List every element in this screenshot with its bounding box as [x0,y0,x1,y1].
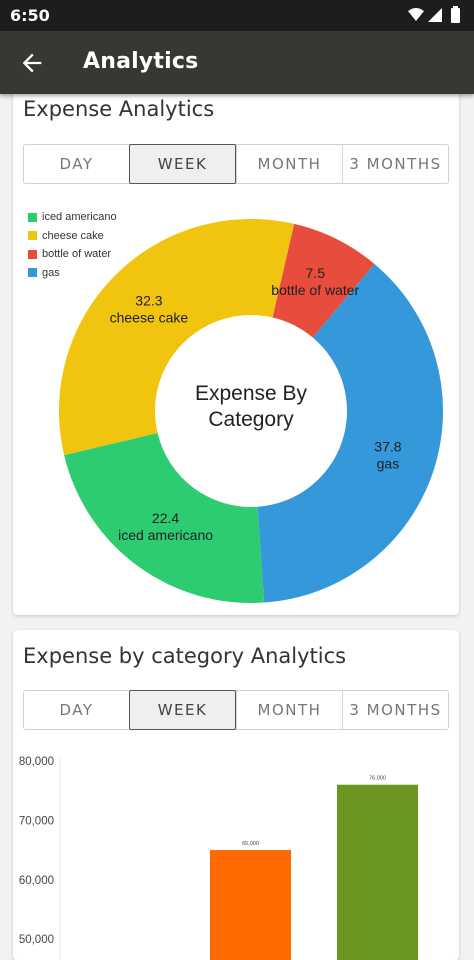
tab-3-months[interactable]: 3 MONTHS [342,145,448,183]
tab-day[interactable]: DAY [24,145,129,183]
slice-category-label: bottle of water [271,282,359,298]
bar[interactable] [337,785,418,960]
battery-icon [451,8,460,23]
app-bar: Analytics [0,31,474,94]
tab-3-months[interactable]: 3 MONTHS [342,691,448,729]
category-analytics-title: Expense by category Analytics [23,644,346,668]
slice-value-label: 37.8 [374,439,401,455]
slice-category-label: gas [377,456,400,472]
page-title: Analytics [83,49,198,74]
tab-month[interactable]: MONTH [236,145,342,183]
period-selector: DAY WEEK MONTH 3 MONTHS [23,144,449,184]
y-tick-label: 60,000 [19,875,54,887]
category-period-selector: DAY WEEK MONTH 3 MONTHS [23,690,449,730]
slice-category-label: iced americano [118,527,213,543]
category-analytics-card: Expense by category Analytics DAY WEEK M… [13,630,459,960]
bar[interactable] [210,850,291,960]
center-label-line1: Expense By [195,382,308,405]
status-icons [406,6,466,26]
bar-value-label: 65,000 [242,841,259,847]
center-label-line2: Category [208,408,294,431]
tab-day[interactable]: DAY [24,691,129,729]
slice-category-label: cheese cake [110,309,189,325]
status-bar: 6:50 [0,0,474,31]
y-tick-label: 50,000 [19,934,54,946]
slice-value-label: 7.5 [306,265,326,281]
y-tick-label: 70,000 [19,815,54,827]
tab-month[interactable]: MONTH [236,691,342,729]
tab-week[interactable]: WEEK [129,144,236,184]
slice-value-label: 32.3 [135,292,162,308]
expense-analytics-title: Expense Analytics [23,97,214,121]
status-time: 6:50 [10,6,50,25]
wifi-icon [408,8,424,21]
expense-analytics-card: Expense Analytics DAY WEEK MONTH 3 MONTH… [13,80,459,615]
slice-value-label: 22.4 [152,510,179,526]
y-tick-label: 80,000 [19,756,54,768]
signal-icon [428,8,442,22]
tab-week[interactable]: WEEK [129,690,236,730]
arrow-left-icon[interactable] [18,49,46,77]
bar-value-label: 76,000 [369,776,386,782]
